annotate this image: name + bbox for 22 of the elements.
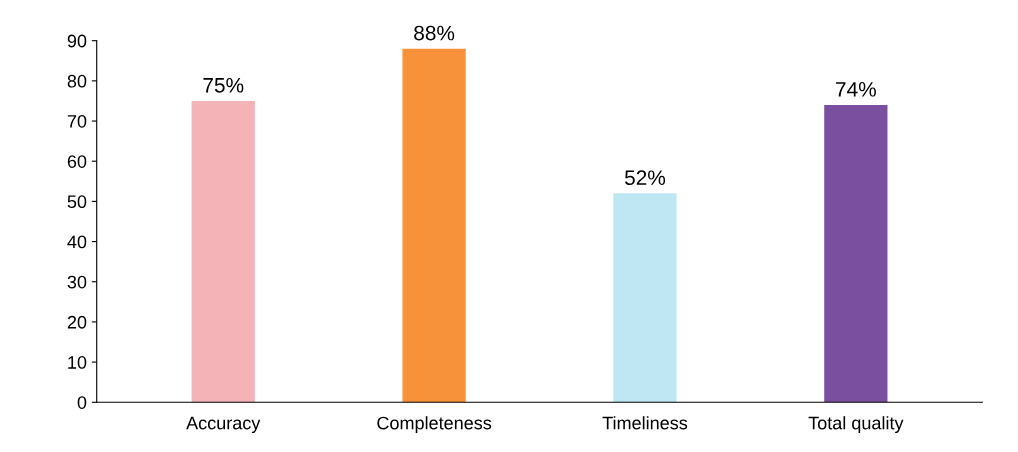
y-tick-label: 80: [67, 74, 87, 88]
y-tick-label: 10: [68, 356, 87, 369]
y-tick-label: 20: [67, 315, 87, 329]
y-tick-label: 30: [67, 275, 87, 289]
data-label: 75%: [203, 78, 244, 93]
y-tick-label: 0: [77, 396, 87, 409]
data-label: 88%: [414, 25, 455, 41]
bar: [613, 193, 677, 403]
x-tick-label: Accuracy: [186, 416, 261, 433]
y-tick-label: 40: [67, 235, 87, 249]
x-tick-label: Completeness: [377, 416, 492, 433]
bar: [191, 100, 255, 403]
y-tick-label: 70: [67, 114, 87, 128]
y-tick-label: 50: [67, 195, 87, 209]
x-tick-label: Total quality: [808, 416, 904, 433]
y-tick-label: 60: [67, 155, 87, 168]
bar: [402, 48, 466, 403]
data-label: 52%: [624, 170, 666, 186]
x-tick-label: Timeliness: [602, 416, 688, 430]
bar: [824, 104, 888, 403]
data-label: 74%: [836, 82, 876, 97]
y-tick-label: 90: [67, 34, 87, 48]
